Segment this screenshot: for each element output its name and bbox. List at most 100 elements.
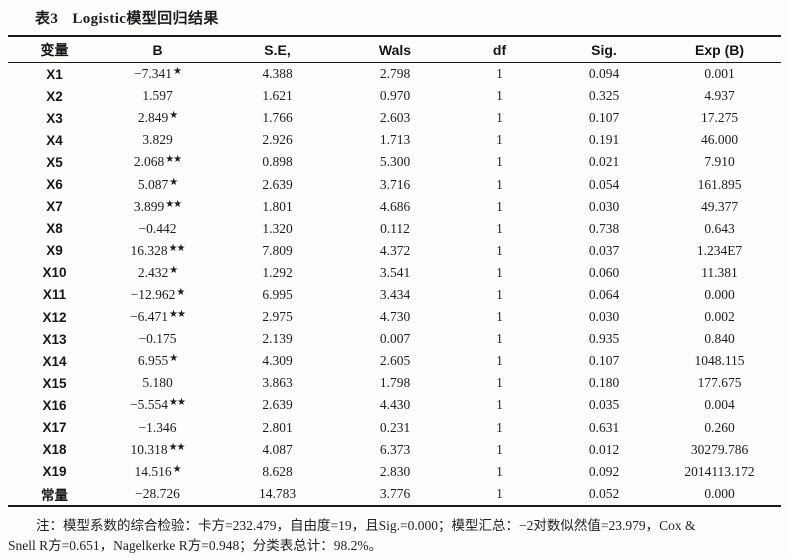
expb-cell: 0.840 [704,331,735,347]
variable-cell: X15 [42,375,67,391]
se-cell: 2.926 [262,132,293,148]
table-row: X17 −1.346 2.801 0.231 1 0.631 0.260 [8,417,781,439]
table-row: X3 2.849★ 1.766 2.603 1 0.107 17.275 [8,107,781,129]
se-cell: 1.766 [262,110,293,126]
table-row: 常量 −28.726 14.783 3.776 1 0.052 0.000 [8,483,781,506]
df-cell: 1 [496,309,503,325]
variable-cell: X17 [42,420,67,436]
b-cell: 2.849★ [137,110,178,126]
wals-cell: 5.300 [379,154,411,170]
b-cell: 3.899★★ [133,198,182,214]
column-header-5: Sig. [550,36,658,63]
sig-cell: 0.064 [588,286,620,302]
significance-stars: ★★ [168,441,186,453]
b-cell: −7.341★ [134,66,182,82]
se-cell: 4.309 [262,353,293,369]
se-cell: 2.139 [262,331,293,347]
variable-cell: X9 [46,243,63,259]
b-cell: 5.087★ [137,176,178,192]
sig-cell: 0.052 [588,485,620,501]
footnote-line-1: 注：模型系数的综合检验：卡方=232.479，自由度=19，且Sig.=0.00… [36,517,696,533]
variable-cell: X3 [46,110,63,126]
df-cell: 1 [496,397,503,413]
expb-cell: 2014113.172 [684,463,755,479]
significance-stars: ★★ [169,397,186,409]
sig-cell: 0.030 [588,309,620,325]
sig-cell: 0.092 [588,463,620,479]
df-cell: 1 [496,154,503,170]
sig-cell: 0.094 [588,66,620,82]
variable-cell: X2 [46,88,63,104]
se-cell: 4.087 [262,441,293,457]
table-body: X1 −7.341★ 4.388 2.798 1 0.094 0.001 X2 1.597 1.6… [8,63,781,506]
column-header-0: 变量 [8,36,101,63]
table-title: 表3 Logistic模型回归结果 [35,7,781,28]
expb-cell: 0.004 [704,397,735,413]
expb-cell: 1.234E7 [696,242,743,258]
variable-cell: X12 [42,309,67,325]
expb-cell: 0.000 [704,485,735,501]
table-row: X8 −0.442 1.320 0.112 1 0.738 0.643 [8,218,781,240]
b-cell: 16.328★★ [130,242,185,258]
wals-cell: 0.970 [379,88,411,104]
df-cell: 1 [496,353,503,369]
table-row: X4 3.829 2.926 1.713 1 0.191 46.000 [8,129,781,151]
wals-cell: 4.730 [379,309,411,325]
sig-cell: 0.935 [588,331,620,347]
column-header-1: B [101,36,214,63]
expb-cell: 0.002 [704,309,735,325]
sig-cell: 0.021 [588,154,620,170]
expb-cell: 11.381 [701,264,738,280]
b-cell: −0.175 [138,331,177,347]
b-cell: 6.955★ [137,353,178,369]
df-cell: 1 [496,375,503,391]
significance-stars: ★ [173,66,182,78]
variable-cell: X10 [42,265,67,281]
se-cell: 6.995 [262,286,293,302]
wals-cell: 2.798 [379,66,411,82]
df-cell: 1 [496,242,503,258]
wals-cell: 4.686 [379,198,411,214]
table-row: X11 −12.962★ 6.995 3.434 1 0.064 0.000 [8,284,781,306]
table-row: X12 −6.471★★ 2.975 4.730 1 0.030 0.002 [8,306,781,328]
wals-cell: 0.007 [379,331,411,347]
significance-stars: ★ [169,264,178,276]
sig-cell: 0.180 [588,375,620,391]
wals-cell: 1.798 [379,375,411,391]
b-cell: −5.554★★ [130,397,186,413]
sig-cell: 0.060 [588,264,620,280]
table-row: X19 14.516★ 8.628 2.830 1 0.092 2014113.172 [8,461,781,483]
expb-cell: 30279.786 [690,441,749,457]
wals-cell: 2.830 [379,463,411,479]
sig-cell: 0.012 [588,441,620,457]
sig-cell: 0.037 [588,242,620,258]
se-cell: 2.639 [262,176,293,192]
table-row: X6 5.087★ 2.639 3.716 1 0.054 161.895 [8,173,781,195]
b-cell: −28.726 [135,485,180,501]
column-header-4: df [449,36,550,63]
se-cell: 1.801 [262,198,293,214]
variable-cell: X19 [42,464,67,480]
wals-cell: 2.603 [379,110,411,126]
variable-cell: X8 [46,221,63,237]
df-cell: 1 [496,88,503,104]
logistic-regression-table: 变量 B S.E, Wals df Sig. Exp (B) X1 −7.341★ 4.388 2… [8,35,781,507]
table-row: X7 3.899★★ 1.801 4.686 1 0.030 49.377 [8,196,781,218]
expb-cell: 49.377 [700,198,739,214]
df-cell: 1 [496,198,503,214]
expb-cell: 0.643 [704,220,735,236]
significance-stars: ★ [169,176,178,188]
expb-cell: 1048.115 [694,353,745,369]
expb-cell: 46.000 [700,132,739,148]
b-cell: 10.318★★ [130,441,186,457]
table-row: X10 2.432★ 1.292 3.541 1 0.060 11.381 [8,262,781,284]
sig-cell: 0.035 [588,397,620,413]
se-cell: 14.783 [258,485,297,501]
se-cell: 1.621 [262,88,293,104]
sig-cell: 0.030 [588,198,620,214]
se-cell: 1.320 [262,220,293,236]
se-cell: 2.639 [262,397,293,413]
significance-stars: ★ [169,353,178,365]
expb-cell: 177.675 [697,375,742,391]
